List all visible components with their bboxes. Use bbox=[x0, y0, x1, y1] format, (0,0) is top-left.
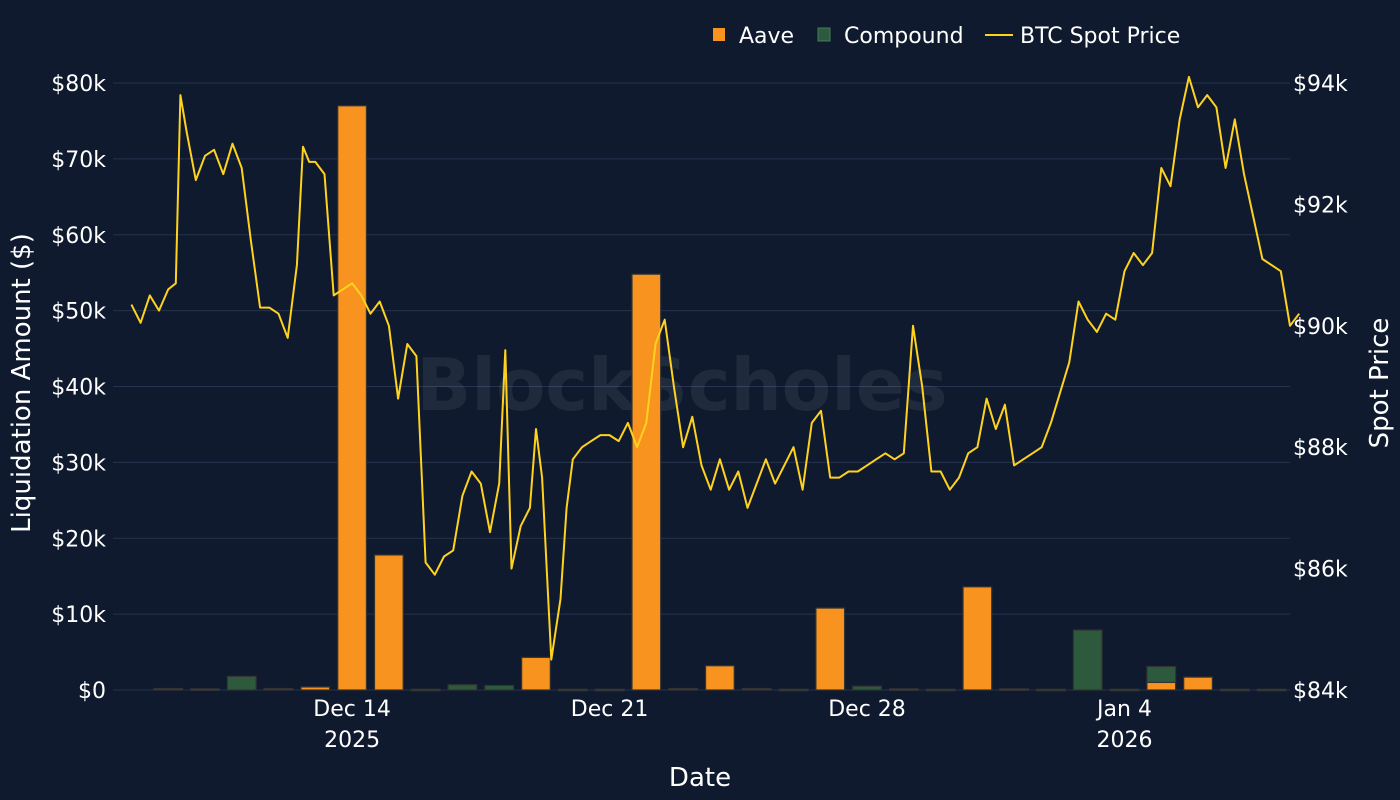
legend-item-compound[interactable]: Compound bbox=[817, 24, 964, 49]
bar-compound bbox=[484, 684, 515, 691]
bar-aave bbox=[631, 273, 662, 691]
bar-aave bbox=[704, 665, 735, 691]
bar-compound bbox=[1035, 688, 1066, 692]
grid-lines bbox=[113, 82, 1290, 691]
bar-compound bbox=[447, 684, 478, 691]
y-tick-label: $50k bbox=[51, 300, 106, 325]
bar-compound bbox=[668, 687, 699, 691]
legend-label-compound: Compound bbox=[844, 24, 964, 49]
bar-compound bbox=[226, 675, 257, 691]
y2-axis-ticks: $84k $86k $88k $90k $92k $94k bbox=[1293, 72, 1348, 704]
y-tick-label: $40k bbox=[51, 376, 106, 401]
bar-aave bbox=[337, 105, 368, 691]
y-tick-label: $20k bbox=[51, 527, 106, 552]
y-tick-label: $0 bbox=[78, 679, 106, 704]
bar-series bbox=[153, 105, 1287, 692]
bar-aave bbox=[521, 656, 551, 691]
bar-compound bbox=[741, 687, 772, 691]
legend-item-btc-spot-price[interactable]: BTC Spot Price bbox=[985, 24, 1180, 49]
x-tick-label: Jan 4 bbox=[1095, 697, 1152, 722]
bar-compound bbox=[1072, 629, 1103, 691]
bar-aave bbox=[1146, 681, 1177, 691]
y2-axis-title: Spot Price bbox=[1365, 318, 1395, 449]
y-tick-label: $60k bbox=[51, 224, 106, 249]
y2-tick-label: $94k bbox=[1293, 72, 1348, 97]
bar-compound bbox=[999, 688, 1030, 691]
legend-swatch-compound bbox=[817, 27, 831, 42]
bar-compound bbox=[153, 687, 184, 691]
legend-label-btc: BTC Spot Price bbox=[1020, 24, 1180, 49]
bar-compound bbox=[1219, 688, 1250, 692]
y-axis-ticks: $0 $10k $20k $30k $40k $50k $60k $70k $80k bbox=[51, 72, 106, 704]
y-tick-label: $30k bbox=[51, 451, 106, 476]
x-tick-year-label: 2025 bbox=[324, 728, 380, 753]
y2-tick-label: $92k bbox=[1293, 193, 1348, 218]
watermark: BlockScholes bbox=[416, 343, 947, 427]
bar-aave bbox=[815, 607, 846, 691]
bar-aave bbox=[1183, 676, 1213, 691]
bar-compound bbox=[594, 688, 625, 692]
bar-compound bbox=[888, 688, 919, 691]
y-tick-label: $10k bbox=[51, 603, 106, 628]
y-axis-title: Liquidation Amount ($) bbox=[7, 233, 37, 533]
y2-tick-label: $90k bbox=[1293, 315, 1348, 340]
x-axis-title: Date bbox=[669, 763, 731, 793]
x-tick-label: Dec 21 bbox=[571, 697, 649, 722]
y2-tick-label: $88k bbox=[1293, 436, 1348, 461]
bar-compound bbox=[557, 688, 588, 692]
y-tick-label: $70k bbox=[51, 148, 106, 173]
bar-compound bbox=[1146, 665, 1177, 684]
bar-compound bbox=[410, 688, 441, 692]
bar-aave bbox=[373, 554, 404, 691]
x-tick-label: Dec 28 bbox=[828, 697, 906, 722]
bar-compound bbox=[1256, 688, 1287, 692]
bar-compound bbox=[263, 687, 294, 691]
bar-compound bbox=[852, 685, 882, 691]
btc-line-series bbox=[130, 75, 1300, 661]
x-axis-ticks: Dec 14 2025 Dec 21 Dec 28 Jan 4 2026 bbox=[313, 697, 1152, 753]
x-tick-label: Dec 14 bbox=[313, 697, 391, 722]
x-tick-year-label: 2026 bbox=[1096, 728, 1152, 753]
bar-aave bbox=[300, 686, 331, 691]
bar-compound bbox=[1109, 688, 1140, 692]
legend-item-aave[interactable]: Aave bbox=[713, 24, 794, 49]
y2-tick-label: $84k bbox=[1293, 679, 1348, 704]
legend[interactable]: Aave Compound BTC Spot Price bbox=[713, 24, 1180, 49]
legend-label-aave: Aave bbox=[739, 24, 794, 49]
bar-compound bbox=[925, 688, 956, 692]
btc-spot-price-line bbox=[130, 75, 1300, 661]
bar-compound bbox=[778, 688, 809, 692]
bar-compound bbox=[190, 688, 220, 691]
bar-aave bbox=[962, 586, 993, 691]
y-tick-label: $80k bbox=[51, 72, 106, 97]
y2-tick-label: $86k bbox=[1293, 558, 1348, 583]
legend-swatch-aave bbox=[713, 28, 725, 41]
